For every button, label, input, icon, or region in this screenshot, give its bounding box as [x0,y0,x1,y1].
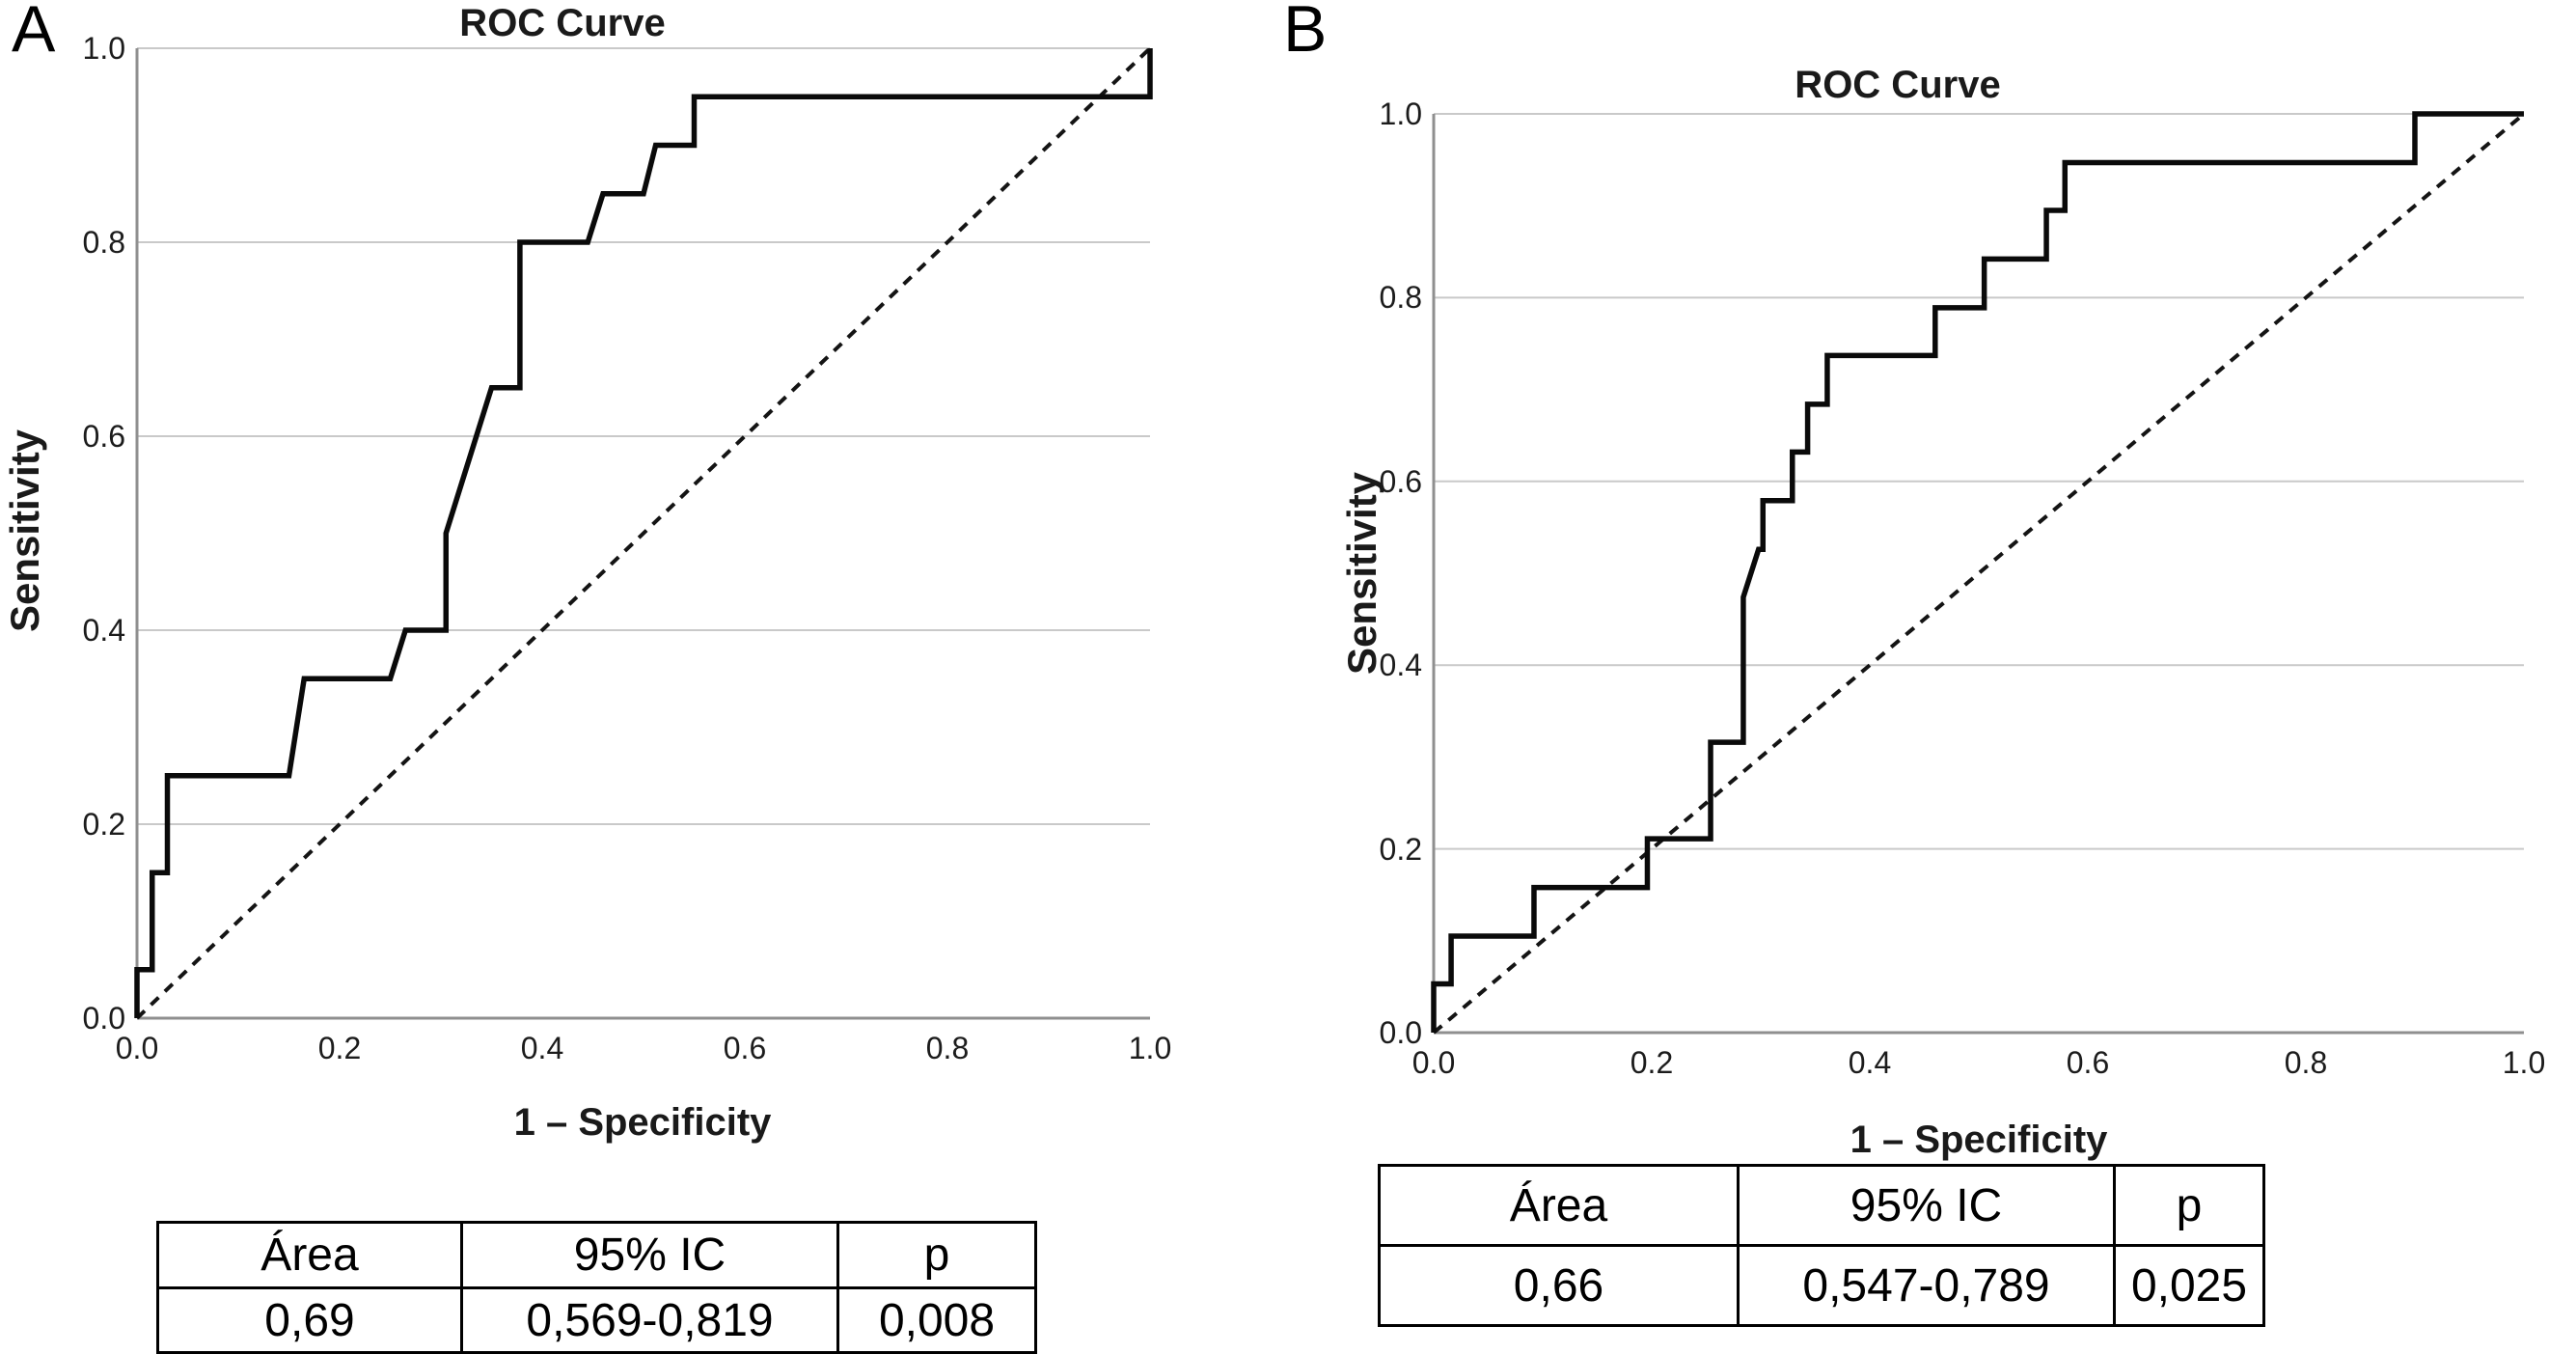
y-tick-label: 0.6 [82,419,125,454]
y-tick-label: 0.0 [82,1001,125,1036]
panel-a-table-value-area: 0,69 [156,1286,463,1354]
panel-a-letter: A [12,0,56,66]
y-tick-label: 0.0 [1379,1015,1422,1050]
x-tick-label: 0.2 [317,1031,362,1065]
panel-b-y-axis-label: Sensitivity [1339,471,1384,676]
x-tick-label: 0.4 [1848,1045,1892,1080]
x-tick-label: 0.4 [520,1031,564,1065]
panel-a-table-header-ci: 95% IC [460,1221,839,1289]
panel-b-auc-table: Área 95% IC p 0,66 0,547-0,789 0,025 [1378,1164,2265,1327]
panel-a-x-axis-label: 1 – Specificity [513,1101,772,1144]
y-tick-label: 1.0 [1379,97,1422,131]
panel-b-table-value-area: 0,66 [1378,1244,1740,1327]
panel-a-table-value-ci: 0,569-0,819 [460,1286,839,1354]
panel-b-table-value-ci: 0,547-0,789 [1737,1244,2116,1327]
y-tick-label: 0.4 [82,613,125,648]
panel-a-auc-table: Área 95% IC p 0,69 0,569-0,819 0,008 [156,1221,1037,1354]
x-tick-label: 1.0 [2502,1045,2546,1080]
panel-b-plot-area [1431,111,2526,1035]
reference-diagonal [1432,112,2526,1035]
y-tick-label: 1.0 [82,31,125,66]
roc-curve [1431,111,2524,1033]
panel-b-chart-title: ROC Curve [1795,64,2001,106]
panel-a-table-value-p: 0,008 [836,1286,1037,1354]
panel-a-chart-title: ROC Curve [459,2,666,44]
panel-a-plot-area [134,46,1153,1020]
panel-b-table-header-ci: 95% IC [1737,1164,2116,1247]
x-tick-label: 0.6 [2066,1045,2110,1080]
panel-a-table-header-area: Área [156,1221,463,1289]
panel-b-x-axis-label: 1 – Specificity [1850,1119,2108,1161]
y-tick-label: 0.8 [1379,280,1422,316]
y-tick-label: 0.8 [82,225,125,260]
y-tick-label: 0.6 [1379,463,1422,499]
y-tick-label: 0.2 [1379,831,1422,867]
y-tick-label: 0.4 [1379,648,1422,683]
panel-b-letter: B [1283,0,1328,66]
x-tick-label: 0.0 [1411,1045,1456,1080]
x-tick-label: 0.8 [2284,1045,2328,1080]
y-tick-label: 0.2 [82,807,125,842]
x-tick-label: 0.2 [1630,1045,1674,1080]
roc-curve [134,48,1153,1018]
x-tick-label: 0.8 [925,1031,970,1065]
x-tick-label: 0.0 [115,1031,159,1065]
panel-b-table-header-p: p [2113,1164,2265,1247]
panel-b-table-value-p: 0,025 [2113,1244,2265,1327]
x-tick-label: 1.0 [1128,1031,1172,1065]
reference-diagonal [135,46,1152,1020]
panel-a-table-header-p: p [836,1221,1037,1289]
x-tick-label: 0.6 [723,1031,767,1065]
panel-b-table-header-area: Área [1378,1164,1740,1247]
panel-a-y-axis-label: Sensitivity [2,428,47,633]
